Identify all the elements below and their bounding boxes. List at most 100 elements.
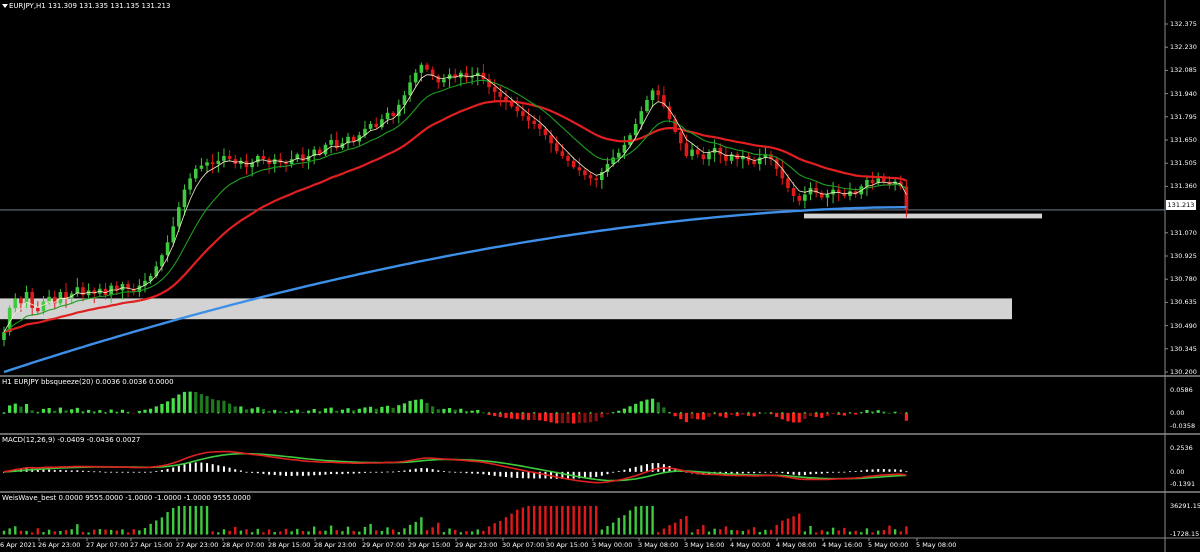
macd-histogram-bar	[93, 471, 96, 473]
macd-histogram-bar	[792, 471, 795, 475]
macd-histogram-bar	[877, 469, 880, 472]
macd-histogram-bar	[313, 471, 316, 476]
bbsqueeze-bar	[605, 412, 610, 415]
squeeze-dot	[352, 411, 355, 414]
candle-body	[47, 296, 51, 302]
candle-body	[30, 292, 34, 308]
squeeze-dot	[679, 411, 682, 414]
bbsqueeze-bar	[41, 408, 46, 413]
macd-histogram-bar	[290, 471, 293, 476]
bbsqueeze-bar	[312, 409, 316, 413]
candle-body	[673, 119, 677, 132]
weiswave-bar	[59, 530, 62, 535]
macd-histogram-bar	[369, 471, 372, 473]
macd-histogram-bar	[657, 463, 660, 472]
candle-body	[210, 162, 215, 164]
candle-body	[633, 124, 638, 136]
bbsqueeze-bar	[746, 412, 751, 416]
squeeze-dot	[567, 411, 569, 414]
candle-body	[853, 191, 858, 195]
candle-body	[148, 276, 153, 281]
candle-body	[239, 160, 243, 164]
ma-long-line	[3, 206, 907, 374]
candle-body	[848, 191, 852, 196]
bbsqueeze-bar	[8, 405, 12, 413]
macd-histogram-bar	[459, 471, 462, 473]
squeeze-dot	[521, 411, 524, 414]
bbsqueeze-bar	[397, 405, 401, 413]
macd-histogram-bar	[160, 470, 163, 472]
support-zone-1	[0, 298, 1012, 320]
weiswave-bar	[882, 530, 886, 535]
time-tick-label: 27 Apr 07:00	[86, 541, 129, 549]
weiswave-bar	[329, 525, 333, 535]
weiswave-bar	[262, 532, 265, 535]
candle-body	[769, 154, 773, 160]
weiswave-bar	[318, 530, 322, 535]
macd-histogram-bar	[482, 471, 485, 475]
weiswave-bar	[888, 525, 891, 535]
macd-histogram-bar	[177, 465, 180, 472]
weiswave-bar	[685, 515, 688, 535]
candle-body	[549, 135, 553, 144]
price-panel-label: EURJPY,H1 131.309 131.335 131.135 131.21…	[9, 2, 171, 10]
macd-histogram-bar	[183, 464, 186, 472]
bbsqueeze-bar	[447, 408, 452, 413]
bbsqueeze-bar	[876, 410, 880, 413]
candle-body	[763, 154, 768, 158]
bbsqueeze-bar	[165, 401, 170, 413]
weiswave-bar	[893, 529, 897, 535]
bbsqueeze-panel	[2, 391, 908, 424]
bbsqueeze-bar	[120, 409, 125, 413]
weiswave-bar	[837, 530, 840, 535]
squeeze-dot	[499, 411, 502, 414]
macd-histogram-bar	[758, 471, 761, 473]
bbsqueeze-bar	[577, 412, 581, 423]
macd-histogram-bar	[437, 470, 440, 472]
weiswave-bar	[628, 510, 632, 535]
candle-body	[52, 296, 57, 304]
candle-body	[115, 285, 119, 291]
macd-histogram-bar	[849, 471, 851, 473]
bbsqueeze-bar	[132, 412, 136, 414]
weiswave-bar	[256, 528, 259, 535]
candle-body	[329, 140, 333, 145]
squeeze-dot	[48, 411, 51, 414]
macd-histogram-bar	[510, 471, 513, 478]
bbsqueeze-bar	[673, 412, 677, 417]
bbsqueeze-bar	[588, 412, 593, 423]
weiswave-bar	[386, 527, 389, 535]
candle-body	[707, 152, 711, 160]
bbsqueeze-bar	[842, 412, 846, 416]
weiswave-bar	[160, 517, 164, 535]
dropdown-arrow-icon[interactable]	[2, 4, 8, 8]
weiswave-bar	[803, 531, 807, 535]
squeeze-dot	[646, 411, 648, 414]
price-tick-label: 131.795	[1170, 112, 1197, 121]
bbsqueeze-bar	[87, 409, 91, 413]
bbsqueeze-bar	[729, 412, 734, 416]
macd-histogram-bar	[798, 471, 801, 476]
bbsqueeze-bar	[645, 399, 649, 413]
macd-histogram-bar	[76, 470, 79, 472]
candle-body	[842, 192, 847, 196]
bbsqueeze-bar	[30, 410, 34, 413]
candle-body	[594, 178, 598, 180]
weiswave-bar	[25, 530, 28, 535]
bbsqueeze-bar	[109, 409, 113, 413]
bbsqueeze-bar	[70, 409, 74, 413]
squeeze-dot	[747, 411, 750, 414]
time-tick-label: 3 May 00:00	[592, 541, 633, 549]
bbsqueeze-bar	[233, 406, 237, 413]
candle-body	[470, 76, 474, 78]
candle-body	[143, 280, 147, 286]
bbsqueeze-bar	[267, 411, 271, 413]
weiswave-bar	[741, 531, 745, 535]
weiswave-bar	[31, 532, 34, 535]
macd-histogram-bar	[200, 462, 203, 472]
squeeze-dot	[465, 411, 468, 414]
bbsqueeze-bar	[374, 408, 378, 413]
macd-histogram-bar	[36, 469, 39, 472]
macd-histogram-bar	[81, 470, 84, 472]
candle-body	[780, 168, 785, 179]
